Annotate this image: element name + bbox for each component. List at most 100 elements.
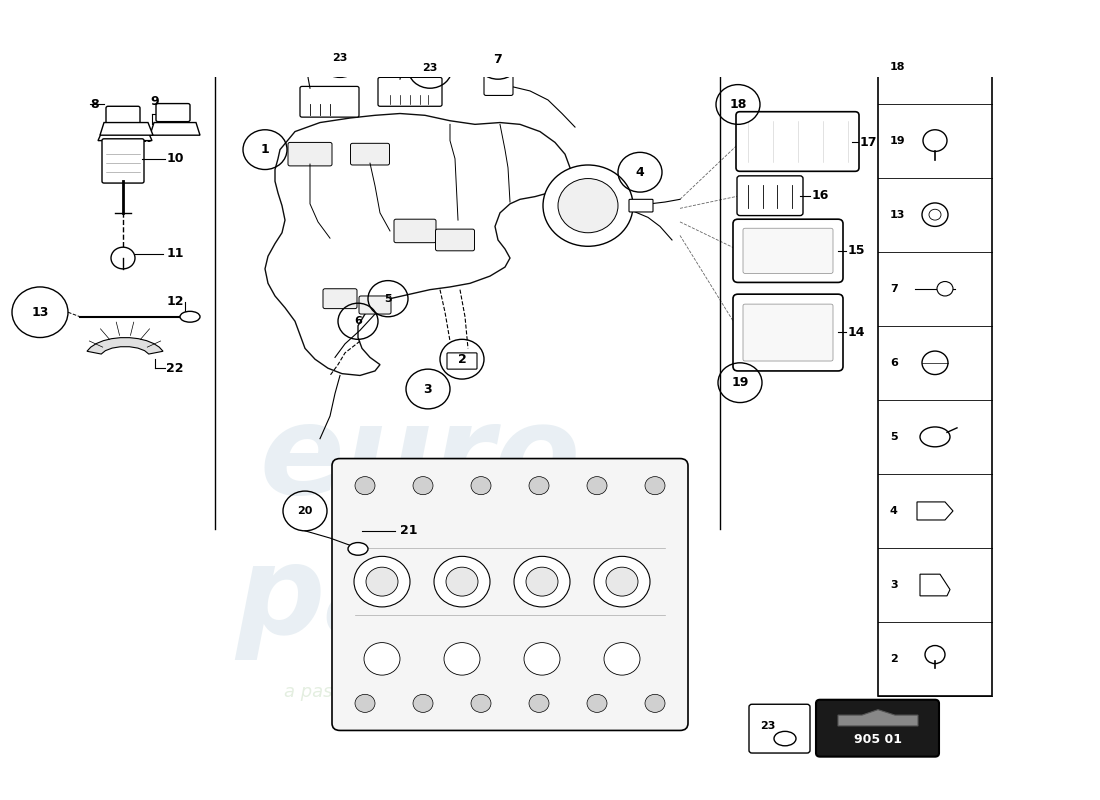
Text: 18: 18 [890,62,905,71]
Text: 4: 4 [636,166,645,178]
Circle shape [930,210,940,220]
Circle shape [412,477,433,494]
Circle shape [645,694,665,712]
FancyBboxPatch shape [742,228,833,274]
Text: 16: 16 [812,190,829,202]
Circle shape [354,556,410,607]
FancyBboxPatch shape [351,143,389,165]
FancyBboxPatch shape [323,289,358,309]
Text: 17: 17 [860,136,878,149]
Text: 19: 19 [732,376,749,389]
Circle shape [922,203,948,226]
Text: 9: 9 [151,95,160,108]
Polygon shape [920,574,950,596]
Polygon shape [265,114,570,375]
Circle shape [558,178,618,233]
Text: 7: 7 [494,53,503,66]
FancyBboxPatch shape [106,106,140,126]
Circle shape [444,642,480,675]
FancyBboxPatch shape [102,139,144,183]
Ellipse shape [920,58,950,75]
Circle shape [366,567,398,596]
Text: 15: 15 [848,244,866,258]
Text: 13: 13 [890,210,905,220]
FancyBboxPatch shape [736,112,859,171]
FancyBboxPatch shape [394,219,436,242]
FancyBboxPatch shape [742,304,833,361]
Text: 3: 3 [424,382,432,395]
Text: 2: 2 [458,353,466,366]
Circle shape [526,567,558,596]
Text: 7: 7 [890,284,898,294]
Circle shape [606,567,638,596]
Text: 10: 10 [166,152,184,165]
Text: 905 01: 905 01 [854,733,902,746]
Polygon shape [150,122,200,135]
Circle shape [529,694,549,712]
Ellipse shape [180,311,200,322]
Circle shape [604,642,640,675]
Polygon shape [98,127,152,141]
FancyBboxPatch shape [733,294,843,371]
Polygon shape [838,710,918,726]
Circle shape [471,477,491,494]
FancyBboxPatch shape [816,700,939,757]
Text: a passion for parts since 1985: a passion for parts since 1985 [284,682,556,701]
Circle shape [514,556,570,607]
Text: 5: 5 [384,294,392,304]
Text: 23: 23 [760,721,775,730]
Text: 23: 23 [332,53,348,62]
Circle shape [364,642,400,675]
Text: 12: 12 [166,295,184,308]
FancyBboxPatch shape [733,219,843,282]
Circle shape [412,694,433,712]
Ellipse shape [920,427,950,447]
FancyBboxPatch shape [629,199,653,212]
FancyBboxPatch shape [436,229,474,251]
Circle shape [355,694,375,712]
FancyBboxPatch shape [359,296,390,314]
FancyBboxPatch shape [288,142,332,166]
Text: 2: 2 [890,654,898,664]
Circle shape [111,247,135,269]
Circle shape [645,477,665,494]
Text: 11: 11 [166,247,184,260]
Text: 5: 5 [890,432,898,442]
FancyBboxPatch shape [484,75,513,95]
FancyBboxPatch shape [749,704,810,753]
Text: 23: 23 [422,63,438,74]
Circle shape [587,694,607,712]
Text: 19: 19 [890,136,905,146]
Text: 20: 20 [297,506,312,516]
Circle shape [925,646,945,664]
Text: 22: 22 [166,362,184,374]
FancyBboxPatch shape [300,86,359,117]
Text: 8: 8 [90,98,99,111]
Circle shape [355,477,375,494]
Circle shape [543,165,632,246]
Circle shape [937,282,953,296]
FancyBboxPatch shape [447,353,477,369]
Circle shape [922,351,948,374]
Text: 6: 6 [890,358,898,368]
Polygon shape [87,338,163,354]
Circle shape [529,477,549,494]
FancyBboxPatch shape [156,103,190,122]
Text: 21: 21 [400,524,418,538]
Bar [878,0,992,696]
Text: 4: 4 [890,506,898,516]
Text: 18: 18 [729,98,747,111]
Text: euro
parts: euro parts [235,398,605,659]
Text: 3: 3 [890,580,898,590]
FancyBboxPatch shape [737,176,803,215]
Circle shape [923,130,947,151]
Circle shape [471,694,491,712]
Circle shape [587,477,607,494]
Polygon shape [917,502,953,520]
Ellipse shape [348,542,369,555]
Ellipse shape [774,731,796,746]
Circle shape [594,556,650,607]
FancyBboxPatch shape [378,78,442,106]
FancyBboxPatch shape [332,458,688,730]
Polygon shape [100,122,153,135]
